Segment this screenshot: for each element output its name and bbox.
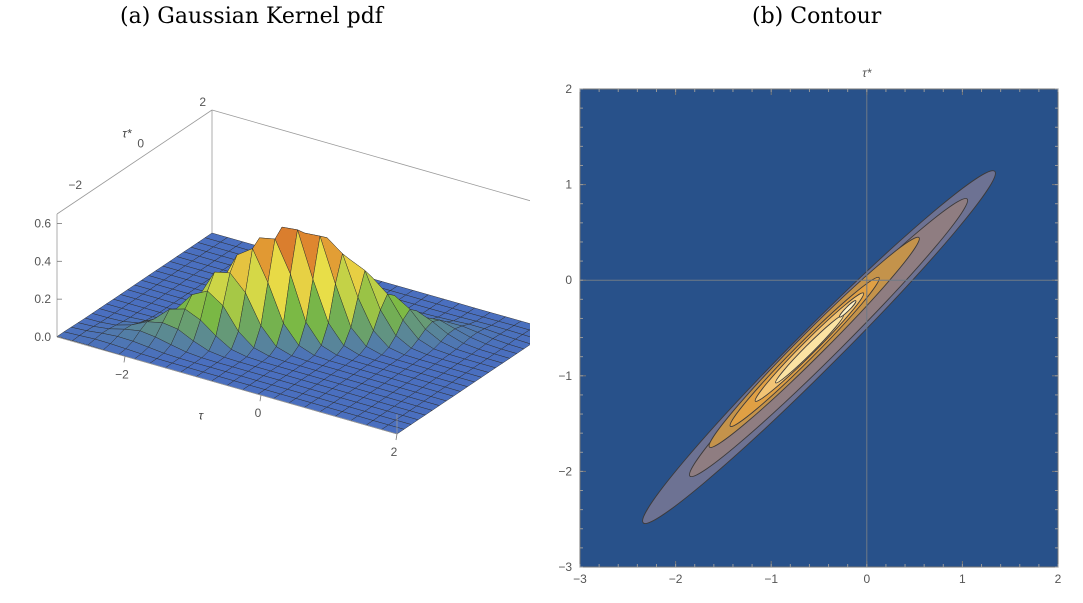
x-tick-label: −1 [764, 572, 778, 586]
y-tick-label: 2 [565, 82, 572, 96]
z-tick-label: 0.2 [34, 292, 51, 306]
x-tick-label: 0 [255, 406, 262, 420]
x-tick-label: 0 [863, 572, 870, 586]
x-tick [259, 395, 262, 402]
z-tick-label: 0.4 [34, 254, 51, 268]
y-tick-label: 2 [199, 95, 206, 109]
x-tick-label: −3 [573, 572, 587, 586]
surface-axes: 0.0 0.2 0.4 0.6 −2 0 2 τ −2 0 2 τ* [34, 95, 397, 459]
box-edge [211, 109, 530, 202]
y-tick-label: 0 [565, 273, 572, 287]
x-tick [395, 433, 398, 441]
x-tick-label: 2 [391, 445, 398, 459]
x-tick [123, 356, 126, 363]
y-tick-label: −3 [558, 560, 572, 574]
y-tick-label: −1 [558, 369, 572, 383]
bounding-box-back [56, 109, 530, 337]
x-tick-label: −2 [669, 572, 683, 586]
surface-plot: 0.0 0.2 0.4 0.6 −2 0 2 τ −2 0 2 τ* [34, 95, 530, 459]
contour-axes: −3 −2 −1 0 1 2 −3 −2 −1 0 1 2 τ* [558, 66, 1061, 586]
x-tick-label: −2 [115, 367, 129, 381]
box-edge [56, 336, 398, 435]
y-axis-label: τ* [122, 126, 131, 140]
contour-level [839, 300, 857, 318]
bounding-box-front [56, 336, 398, 435]
y-tick-label: −2 [558, 464, 572, 478]
plot-frame [579, 88, 1059, 568]
panel-a-title: (a) Gaussian Kernel pdf [120, 4, 383, 29]
panel-b-title: (b) Contour [752, 4, 882, 29]
box-edge [56, 109, 213, 215]
y-tick-label: −2 [68, 178, 82, 192]
surface-mesh [56, 226, 530, 435]
z-tick-label: 0.0 [34, 330, 51, 344]
y-tick-label: 1 [565, 178, 572, 192]
x-tick-label: 2 [1055, 572, 1062, 586]
z-tick-label: 0.6 [34, 216, 51, 230]
surface-patch [521, 329, 530, 338]
x-tick-label: 1 [959, 572, 966, 586]
y-tick-label: 0 [137, 137, 144, 151]
y-axis-label: τ* [862, 66, 871, 80]
contour-plot: −3 −2 −1 0 1 2 −3 −2 −1 0 1 2 τ* [558, 66, 1061, 586]
x-axis-label: τ [199, 409, 205, 423]
